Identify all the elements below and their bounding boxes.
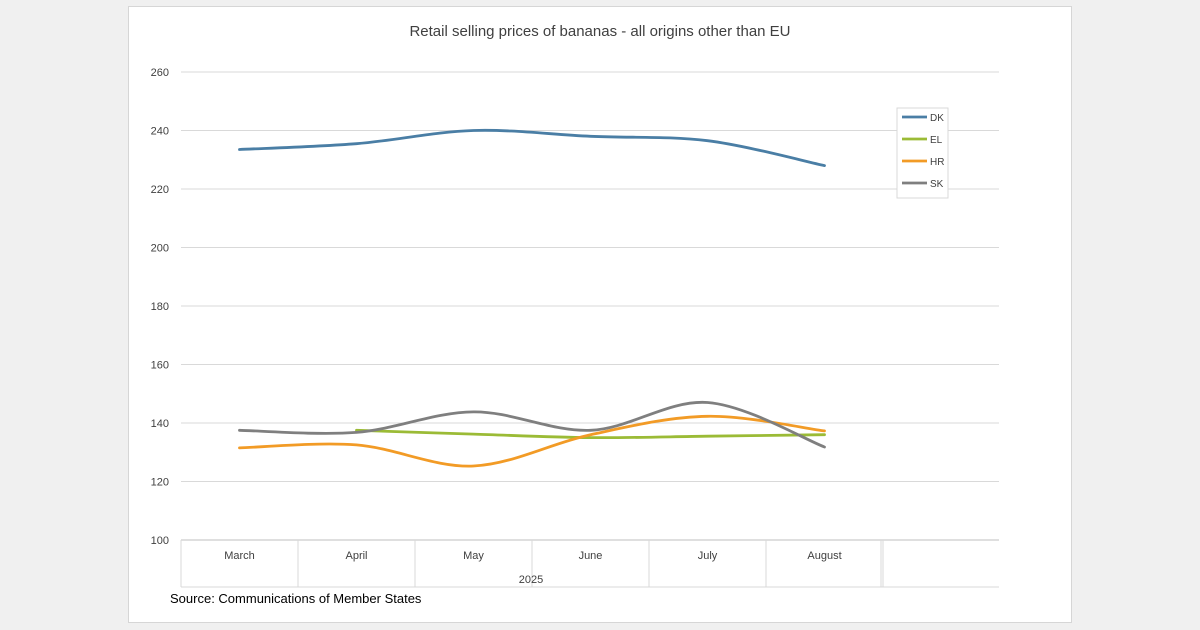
legend: DK EL HR SK xyxy=(896,107,949,199)
legend-label-dk: DK xyxy=(930,113,944,124)
legend-label-hr: HR xyxy=(930,157,944,168)
axes xyxy=(180,539,999,588)
series-line-el xyxy=(355,428,826,440)
series-lines xyxy=(238,128,826,468)
x-tick-label: August xyxy=(807,550,841,562)
chart-title: Retail selling prices of bananas - all o… xyxy=(409,23,790,40)
series-line-dk xyxy=(238,128,826,167)
legend-label-el: EL xyxy=(930,135,943,146)
x-tick-label: July xyxy=(698,550,718,562)
x-axis-tick-labels: March April May June July August xyxy=(224,550,841,562)
y-tick-label: 260 xyxy=(151,67,169,79)
y-tick-label: 140 xyxy=(151,418,169,430)
chart-frame: Retail selling prices of bananas - all o… xyxy=(128,6,1072,623)
y-tick-label: 200 xyxy=(151,243,169,255)
legend-label-sk: SK xyxy=(930,179,944,190)
x-tick-label: June xyxy=(579,550,603,562)
series-line-hr xyxy=(238,414,826,468)
y-tick-label: 120 xyxy=(151,477,169,489)
x-axis-group-label: 2025 xyxy=(519,574,543,586)
line-chart: Retail selling prices of bananas - all o… xyxy=(151,23,999,606)
y-tick-label: 160 xyxy=(151,360,169,372)
source-note: Source: Communications of Member States xyxy=(170,591,422,606)
x-tick-label: March xyxy=(224,550,255,562)
x-tick-label: April xyxy=(345,550,367,562)
series-line-sk xyxy=(238,401,826,449)
x-tick-label: May xyxy=(463,550,484,562)
y-tick-label: 240 xyxy=(151,126,169,138)
y-tick-label: 100 xyxy=(151,535,169,547)
y-axis-tick-labels: 100 120 140 160 180 200 220 240 260 xyxy=(151,67,169,547)
y-tick-label: 180 xyxy=(151,301,169,313)
y-tick-label: 220 xyxy=(151,184,169,196)
gridlines xyxy=(181,71,999,482)
